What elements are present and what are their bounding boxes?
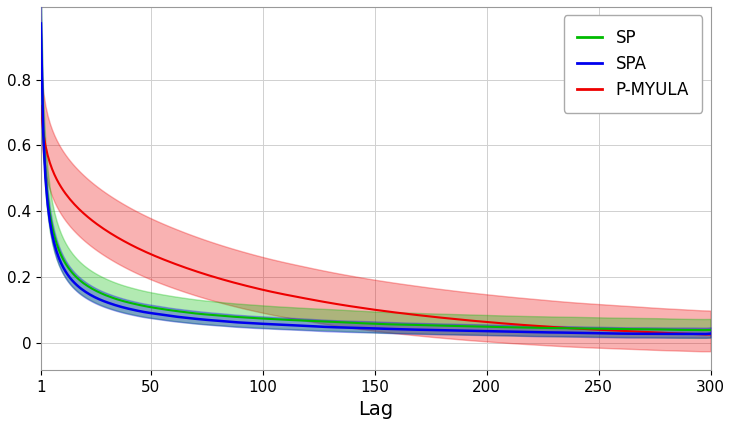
Legend: SP, SPA, P-MYULA: SP, SPA, P-MYULA	[564, 15, 702, 112]
X-axis label: Lag: Lag	[358, 400, 393, 419]
